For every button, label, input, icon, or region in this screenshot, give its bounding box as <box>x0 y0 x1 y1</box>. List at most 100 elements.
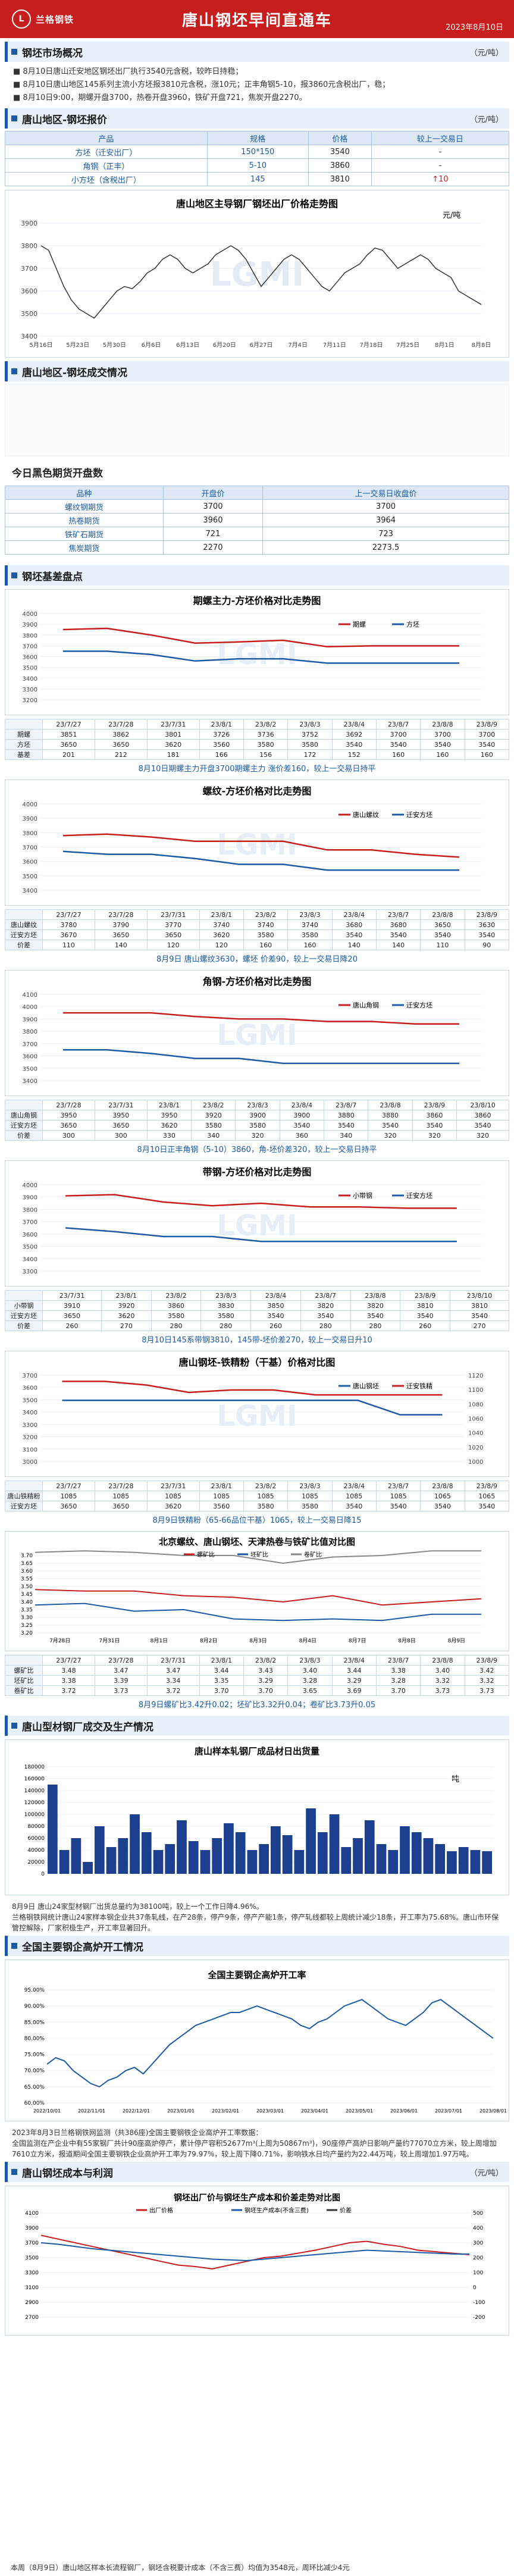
svg-text:2022/11/01: 2022/11/01 <box>78 2108 105 2114</box>
bar <box>329 1814 340 1874</box>
bar <box>118 1838 128 1874</box>
y-tick-label: 3800 <box>23 633 37 639</box>
y-tick-label: 3700 <box>23 643 37 650</box>
x-tick-label: 7月11日 <box>323 342 346 349</box>
bar <box>59 1850 70 1874</box>
ratio-table: 23/7/27 23/7/28 23/7/31 23/8/1 23/8/2 23/8/3 2… <box>5 1655 510 1696</box>
overview-line: ■ 8月10日9:00，期螺开盘3700，热卷开盘3960，铁矿开盘721，焦炭… <box>13 93 307 102</box>
svg-text:160000: 160000 <box>24 1776 45 1782</box>
bar <box>130 1814 140 1874</box>
table-row: 迁安方坯 3650 3650 3620 3560 3580 3580 3540 3540 3540… <box>5 1501 510 1511</box>
x-tick-label: 6月13日 <box>176 342 199 349</box>
chart-title: 唐山钢坯-铁精粉（干基）价格对比图 <box>179 1357 336 1368</box>
series-line <box>63 1048 459 1065</box>
x-tick-label: 5月23日 <box>66 342 89 349</box>
svg-text:95.00%: 95.00% <box>24 1987 45 1993</box>
chart-note: 8月10日正丰角钢（5-10）3860，角-坯价差320，较上一交易日持平 <box>137 1145 377 1154</box>
svg-text:500: 500 <box>473 2211 483 2217</box>
y-tick-label: 3300 <box>23 1422 37 1429</box>
bar <box>282 1835 293 1874</box>
section-cost-profit: 唐山钢坯成本与利润 （元/吨） <box>5 2162 509 2182</box>
chart-chart6: 唐山钢坯-铁精粉（干基）价格对比图 3700 3600 3500 3400 3300 320… <box>0 1351 514 1525</box>
svg-text:80000: 80000 <box>27 1824 45 1830</box>
svg-text:3.65: 3.65 <box>21 1561 33 1567</box>
chart-chart3: 螺纹-方坯价格对比走势图 4000 3900 3800 3700 3600 3500 3400… <box>0 780 514 964</box>
bar <box>376 1844 387 1874</box>
table-row: 迁安方坯 3670 3650 3650 3620 3580 3580 3540 3540 3540… <box>5 929 510 940</box>
svg-text:2022/12/01: 2022/12/01 <box>123 2108 150 2114</box>
x-tick-label: 8月8日 <box>472 342 491 349</box>
svg-text:螺矿比: 螺矿比 <box>197 1551 215 1558</box>
svg-text:3.30: 3.30 <box>21 1615 33 1621</box>
y2-tick-label: 1080 <box>468 1401 483 1408</box>
series-line <box>63 650 459 664</box>
chart-note: 8月10日145系带钢3810，145带-坯价差270，较上一交易日升10 <box>142 1336 372 1345</box>
y-tick-label: 3500 <box>23 874 37 880</box>
table-header: 价格 <box>308 131 372 145</box>
x-tick-label: 6月6日 <box>142 342 161 349</box>
y-tick-label: 3900 <box>23 816 37 822</box>
y-tick-label: 3400 <box>23 676 37 683</box>
svg-text:200: 200 <box>473 2255 483 2261</box>
chart-title: 北京螺纹、唐山钢坯、天津热卷与铁矿比值对比图 <box>159 1536 355 1547</box>
table-row: 基差 201 212 181 166 156 172 152 160 160 160 <box>5 749 510 760</box>
svg-text:-100: -100 <box>473 2300 485 2306</box>
legend-label: 迁安方坯 <box>406 1191 432 1200</box>
futures-title: 今日黑色期货开盘数 <box>12 468 103 480</box>
section-square-icon <box>11 572 17 578</box>
bar <box>153 1850 164 1874</box>
shipments-notes: 8月9日 唐山24家型材钢厂出货总量约为38100吨，较上一个工作日降4.96%… <box>12 1902 499 1932</box>
svg-text:300: 300 <box>473 2240 483 2246</box>
legend-label: 唐山钢坯 <box>353 1382 379 1390</box>
table-row: 螺纹钢期货 3700 3700 <box>5 499 509 514</box>
series-line <box>35 1550 481 1564</box>
table-row: 铁矿石期货 721 723 <box>5 527 509 541</box>
svg-text:3.55: 3.55 <box>21 1576 33 1582</box>
svg-text:8月1日: 8月1日 <box>151 1638 168 1644</box>
section-title: 唐山地区-钢坯成交情况 <box>22 367 128 379</box>
legend-label: 迁安方坯 <box>406 810 432 819</box>
chart-note: 8月10日期螺主力开盘3700期螺主力 涨价差160，较上一交易日持平 <box>138 765 376 774</box>
y-tick-label: 3600 <box>23 1232 37 1238</box>
y-tick-label: 3600 <box>23 1054 37 1060</box>
series-line <box>62 1381 443 1396</box>
svg-text:8月3日: 8月3日 <box>249 1638 267 1644</box>
bar <box>400 1826 410 1874</box>
overview-list: ■ 8月10日唐山迁安地区钢坯出厂执行3540元含税，较昨日持稳； ■ 8月10… <box>0 62 514 108</box>
chart-title: 螺纹-方坯价格对比走势图 <box>203 785 312 797</box>
bar-chart: 唐山样本轧钢厂成品材日出货量 吨 180000 160000 140000 12000… <box>24 1746 493 1877</box>
bar <box>341 1847 352 1874</box>
svg-text:90.00%: 90.00% <box>24 2004 45 2010</box>
svg-text:0: 0 <box>41 1871 45 1877</box>
furnace-notes: 2023年8月3日兰格钢铁网监测（共386座)全国主要钢铁企业高炉开工率数据： … <box>12 2129 497 2158</box>
svg-text:3500: 3500 <box>25 2255 39 2261</box>
y-tick-label: 3400 <box>21 333 37 340</box>
y-tick-label: 3600 <box>23 655 37 661</box>
y2-tick-label: 1060 <box>468 1416 483 1423</box>
logo-icon: L <box>12 10 31 29</box>
page-title: 唐山钢坯早间直通车 <box>181 11 332 30</box>
y2-tick-label: 1000 <box>468 1459 483 1466</box>
table-row: 小方坯（含税出厂） 145 3810 ↑10 <box>5 172 510 186</box>
y-tick-label: 3000 <box>23 1459 37 1466</box>
bar <box>259 1844 269 1874</box>
y-tick-label: 3200 <box>23 1435 37 1441</box>
svg-text:2023/02/01: 2023/02/01 <box>212 2108 239 2114</box>
bar <box>48 1785 58 1874</box>
bar <box>224 1823 234 1874</box>
chart-ratio: 北京螺纹、唐山钢坯、天津热卷与铁矿比值对比图 3.70 3.65 3.60 3.55 3.… <box>0 1531 514 1710</box>
y2-tick-label: 1100 <box>468 1387 483 1394</box>
svg-text:价差: 价差 <box>340 2206 352 2214</box>
svg-text:2022/10/01: 2022/10/01 <box>33 2108 61 2114</box>
table-header: 规格 <box>206 131 309 145</box>
svg-text:400: 400 <box>473 2226 483 2231</box>
y-tick-label: 3600 <box>23 859 37 866</box>
y-tick-label: 4000 <box>23 611 37 618</box>
section-unit: （元/吨） <box>469 2168 503 2178</box>
svg-text:2700: 2700 <box>25 2315 39 2321</box>
watermark-logo: LGMI <box>217 1400 297 1433</box>
chart-canvas: 期螺主力-方坯价格对比走势图 4000 3900 3800 3700 3600 3500 34… <box>5 589 509 715</box>
svg-text:60.00%: 60.00% <box>24 2101 45 2107</box>
futures-table: 品种 开盘价 上一交易日收盘价 螺纹钢期货 3700 3700 热卷期货 3960 3964… <box>5 486 509 555</box>
chart-title: 唐山样本轧钢厂成品材日出货量 <box>195 1746 319 1757</box>
